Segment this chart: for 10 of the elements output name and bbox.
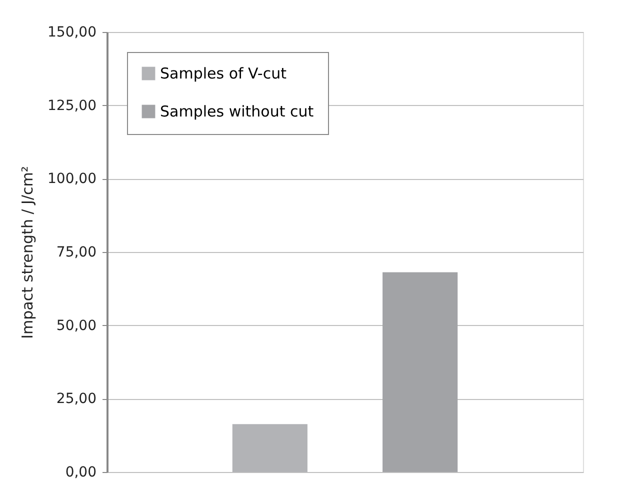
y-tick-label: 50,00 [56, 318, 96, 334]
y-tick-label: 75,00 [56, 244, 96, 260]
y-tick-label: 150,00 [48, 24, 96, 40]
y-tick-label: 0,00 [65, 464, 96, 480]
legend-label: Samples of V-cut [160, 64, 287, 82]
legend-label: Samples without cut [160, 102, 314, 120]
y-tick-label: 100,00 [48, 171, 96, 188]
y-tick-label: 25,00 [56, 391, 96, 408]
y-axis-title: Impact strength / J/cm² [18, 166, 37, 339]
y-tick-label: 125,00 [48, 98, 96, 114]
